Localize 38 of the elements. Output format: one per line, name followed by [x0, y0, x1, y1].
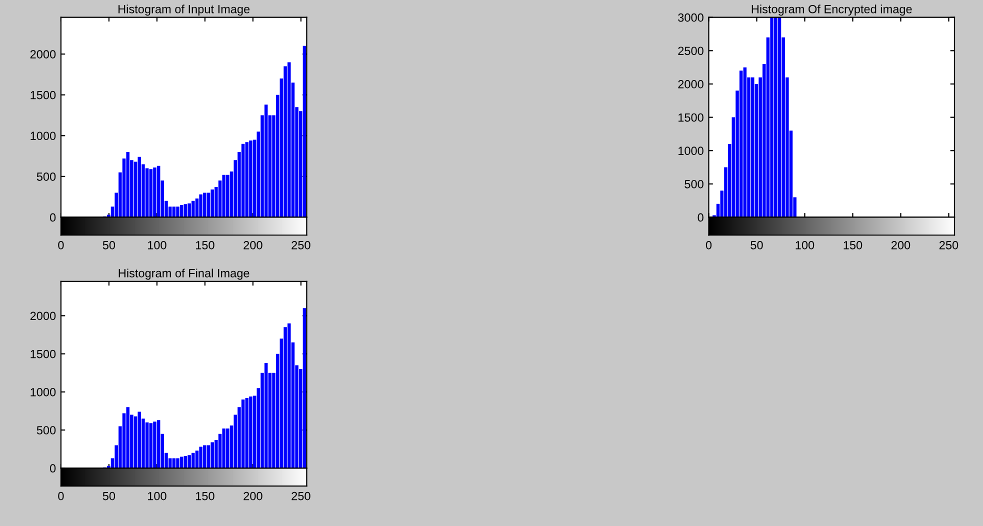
- y-tick-label: 500: [684, 180, 704, 188]
- y-tick-label: 500: [36, 426, 56, 434]
- x-tick-label: 150: [196, 492, 214, 500]
- x-tick-label: 100: [148, 240, 166, 250]
- y-tick-label: 0: [698, 213, 704, 222]
- x-tick-label: 50: [750, 240, 763, 250]
- chart-title: Histogram of Input Image: [118, 4, 250, 16]
- y-tick-label: 2000: [30, 50, 56, 58]
- x-tick-label: 250: [939, 240, 958, 250]
- x-tick-label: 150: [196, 240, 214, 250]
- x-tick-label: 250: [292, 240, 310, 250]
- y-tick-label: 1500: [30, 350, 56, 358]
- y-tick-label: 3000: [678, 13, 704, 22]
- y-tick-label: 1000: [30, 132, 56, 140]
- x-tick-label: 150: [844, 240, 862, 250]
- y-tick-label: 1000: [30, 388, 56, 396]
- y-tick-label: 2500: [678, 46, 704, 56]
- chart-title: Histogram Of Encrypted image: [752, 4, 912, 16]
- y-tick-label: 500: [36, 172, 56, 181]
- x-tick-label: 250: [292, 492, 310, 500]
- x-tick-label: 100: [796, 240, 814, 250]
- y-tick-label: 0: [50, 213, 56, 222]
- chart-title: Histogram of Final Image: [118, 268, 250, 280]
- x-tick-label: 50: [102, 492, 116, 500]
- x-tick-label: 0: [706, 240, 712, 250]
- y-tick-label: 1000: [678, 146, 704, 156]
- y-tick-label: 1500: [678, 113, 704, 122]
- x-tick-label: 100: [148, 492, 166, 500]
- x-tick-label: 200: [891, 240, 910, 250]
- y-tick-label: 2000: [678, 80, 704, 88]
- y-tick-label: 0: [50, 464, 56, 473]
- x-tick-label: 200: [244, 492, 262, 500]
- y-tick-label: 1500: [30, 90, 56, 100]
- x-tick-label: 200: [244, 240, 262, 250]
- x-tick-label: 0: [58, 492, 64, 500]
- x-tick-label: 0: [58, 240, 64, 250]
- x-tick-label: 50: [102, 240, 116, 250]
- y-tick-label: 2000: [30, 312, 56, 320]
